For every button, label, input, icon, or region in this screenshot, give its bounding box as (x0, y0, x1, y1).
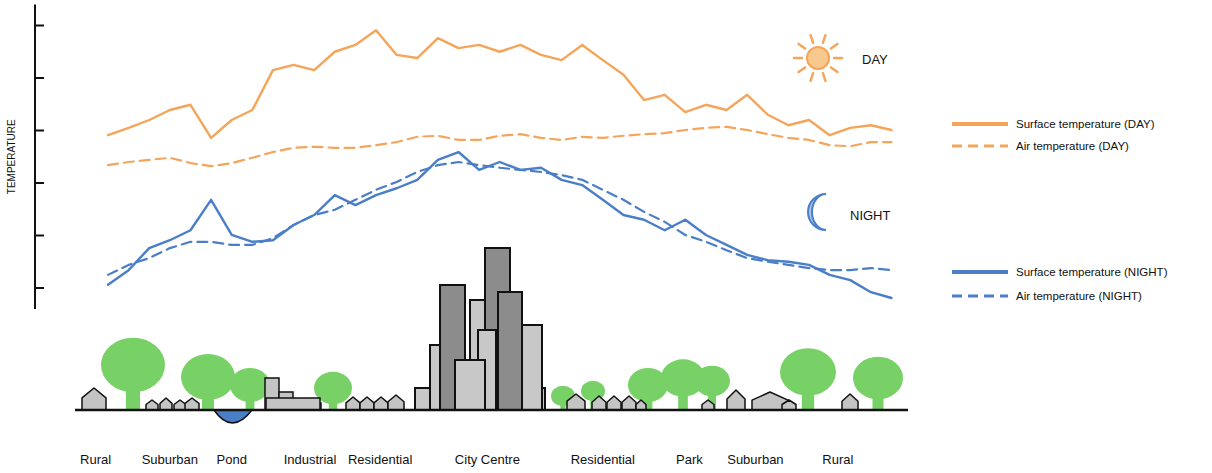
house (782, 400, 796, 410)
y-tick (35, 130, 44, 132)
legend-label: Air temperature (NIGHT) (1016, 290, 1142, 302)
legend-label: Surface temperature (DAY) (1016, 118, 1155, 130)
x-tick-label: City Centre (455, 452, 520, 467)
sun-ray (799, 44, 805, 49)
y-tick (35, 77, 44, 79)
x-tick-label: Residential (348, 452, 412, 467)
sun-ray (811, 73, 813, 81)
house (146, 400, 158, 410)
city-tower (455, 360, 485, 410)
x-tick-label: Rural (80, 452, 111, 467)
tree-crown (694, 366, 730, 397)
sun-ray (831, 67, 837, 72)
house (160, 398, 172, 410)
tree-crown (780, 348, 836, 396)
house (842, 394, 858, 410)
sun-ray (831, 44, 837, 49)
y-tick (35, 182, 44, 184)
series-group (108, 30, 892, 298)
annotation: NIGHT (850, 208, 891, 223)
sun-ray (794, 57, 802, 60)
city-tower (498, 292, 522, 410)
x-tick-label: Pond (217, 452, 247, 467)
series-line (108, 162, 892, 275)
tree-crown (101, 338, 165, 392)
sun-disc (807, 47, 829, 69)
y-axis (34, 5, 36, 310)
y-tick (35, 235, 44, 237)
x-tick-label: Rural (822, 452, 853, 467)
series-line (108, 127, 892, 166)
legend-label: Air temperature (DAY) (1016, 140, 1129, 152)
legend-swatch (952, 122, 1008, 126)
house (185, 398, 199, 410)
legend-label: Surface temperature (NIGHT) (1016, 266, 1168, 278)
x-tick-label: Residential (571, 452, 635, 467)
series-line (108, 152, 892, 298)
annotation: DAY (862, 52, 888, 67)
legend-swatch (952, 295, 1008, 298)
tree-crown (853, 357, 903, 400)
industrial-building (266, 398, 320, 410)
sun-ray (811, 35, 813, 43)
house (174, 400, 186, 410)
city-illustration (82, 248, 903, 423)
house (567, 394, 585, 410)
house (82, 388, 106, 410)
house (702, 400, 714, 410)
y-tick (35, 25, 44, 27)
x-tick-label: Park (676, 452, 703, 467)
chart: Rural Suburban Pond Industrial Residential Ci… (0, 0, 1212, 473)
sun-icon (794, 35, 842, 81)
legend: Surface temperature (DAY) Air temperature… (952, 118, 1168, 302)
x-tick-label: Suburban (727, 452, 783, 467)
tree-crown (230, 368, 270, 402)
sun-ray (823, 73, 825, 81)
series-line (108, 30, 892, 138)
house (636, 400, 646, 410)
tree-crown (181, 354, 235, 400)
house (360, 397, 374, 410)
house (374, 397, 388, 410)
legend-swatch (952, 270, 1008, 274)
moon-icon (808, 194, 826, 230)
house (607, 396, 621, 410)
house (622, 396, 636, 410)
house (346, 397, 360, 410)
sun-ray (834, 57, 842, 60)
x-tick-label: Industrial (284, 452, 337, 467)
y-tick (35, 287, 44, 289)
sun-ray (799, 67, 805, 72)
x-axis (75, 409, 908, 412)
legend-swatch (952, 145, 1008, 148)
pond (214, 410, 252, 423)
house (592, 396, 606, 410)
y-axis-label: TEMPERATURE (6, 119, 17, 194)
house (388, 395, 404, 410)
x-tick-label: Suburban (142, 452, 198, 467)
sun-ray (823, 35, 825, 43)
house (727, 390, 745, 410)
